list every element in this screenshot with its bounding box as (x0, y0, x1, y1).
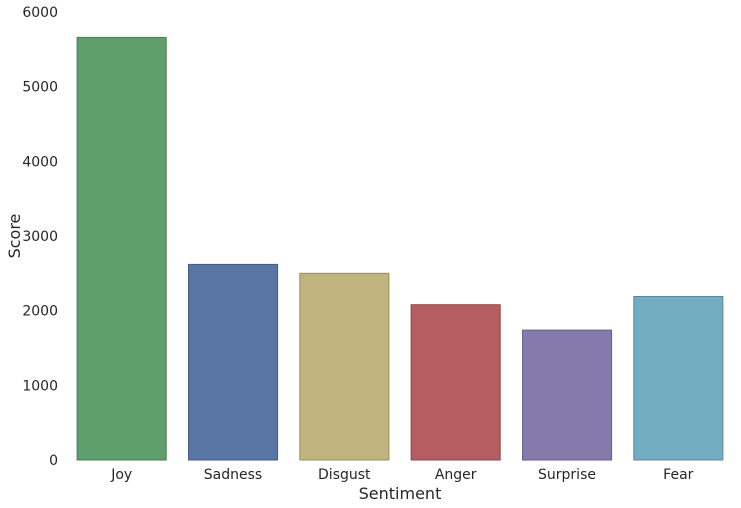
y-tick-label-1000: 1000 (22, 378, 58, 394)
bar-joy (76, 36, 167, 461)
x-tick-label-joy: Joy (110, 467, 132, 483)
bar-anger (410, 304, 501, 461)
y-tick-label-6000: 6000 (22, 5, 58, 21)
x-tick-label-disgust: Disgust (318, 467, 371, 483)
y-tick-label-0: 0 (49, 453, 58, 469)
x-tick-labels: Joy Sadness Disgust Anger Surprise Fear (110, 467, 693, 483)
x-tick-label-anger: Anger (435, 467, 477, 483)
y-axis-label: Score (5, 214, 24, 259)
bar-fear (633, 296, 724, 461)
y-tick-label-4000: 4000 (22, 154, 58, 170)
y-tick-label-2000: 2000 (22, 304, 58, 320)
bars-group (76, 36, 724, 461)
x-tick-label-sadness: Sadness (204, 467, 262, 483)
bar-disgust (299, 272, 390, 461)
y-tick-label-3000: 3000 (22, 229, 58, 245)
x-tick-label-surprise: Surprise (538, 467, 596, 483)
y-tick-labels: 0 1000 2000 3000 4000 5000 6000 (22, 5, 58, 469)
x-tick-label-fear: Fear (663, 467, 693, 483)
x-axis-label: Sentiment (359, 484, 442, 503)
bar-sadness (188, 263, 279, 461)
y-tick-label-5000: 5000 (22, 80, 58, 96)
bar-surprise (522, 329, 613, 461)
